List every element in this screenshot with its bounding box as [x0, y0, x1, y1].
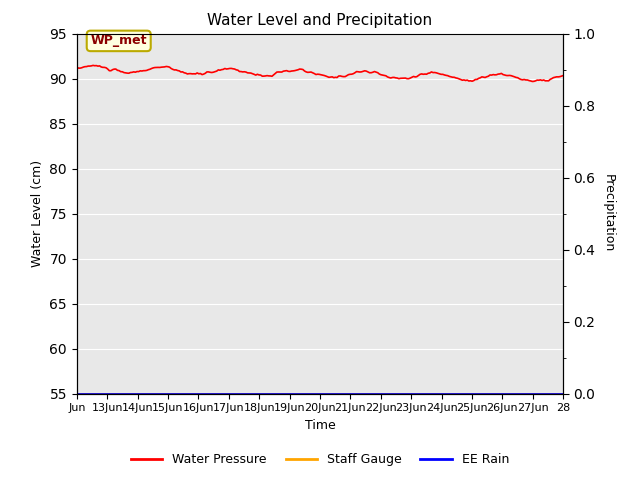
Staff Gauge: [362, 391, 370, 396]
Staff Gauge: [483, 391, 491, 396]
EE Rain: [73, 391, 81, 396]
Text: WP_met: WP_met: [90, 35, 147, 48]
Staff Gauge: [371, 391, 378, 396]
Y-axis label: Precipitation: Precipitation: [602, 174, 615, 253]
EE Rain: [514, 391, 522, 396]
Staff Gauge: [73, 391, 81, 396]
Water Pressure: [364, 69, 372, 75]
EE Rain: [75, 391, 83, 396]
X-axis label: Time: Time: [305, 419, 335, 432]
Y-axis label: Water Level (cm): Water Level (cm): [31, 160, 44, 267]
EE Rain: [362, 391, 370, 396]
Water Pressure: [559, 72, 567, 78]
EE Rain: [483, 391, 491, 396]
Staff Gauge: [361, 391, 369, 396]
Staff Gauge: [559, 391, 567, 396]
Title: Water Level and Precipitation: Water Level and Precipitation: [207, 13, 433, 28]
Water Pressure: [362, 68, 370, 74]
EE Rain: [371, 391, 378, 396]
Water Pressure: [484, 73, 492, 79]
Water Pressure: [515, 76, 523, 82]
EE Rain: [361, 391, 369, 396]
Water Pressure: [529, 79, 536, 84]
Staff Gauge: [75, 391, 83, 396]
Legend: Water Pressure, Staff Gauge, EE Rain: Water Pressure, Staff Gauge, EE Rain: [126, 448, 514, 471]
Water Pressure: [75, 65, 83, 71]
Water Pressure: [73, 64, 81, 70]
Water Pressure: [89, 62, 97, 68]
EE Rain: [559, 391, 567, 396]
Line: Water Pressure: Water Pressure: [77, 65, 563, 82]
Staff Gauge: [514, 391, 522, 396]
Water Pressure: [372, 69, 380, 75]
